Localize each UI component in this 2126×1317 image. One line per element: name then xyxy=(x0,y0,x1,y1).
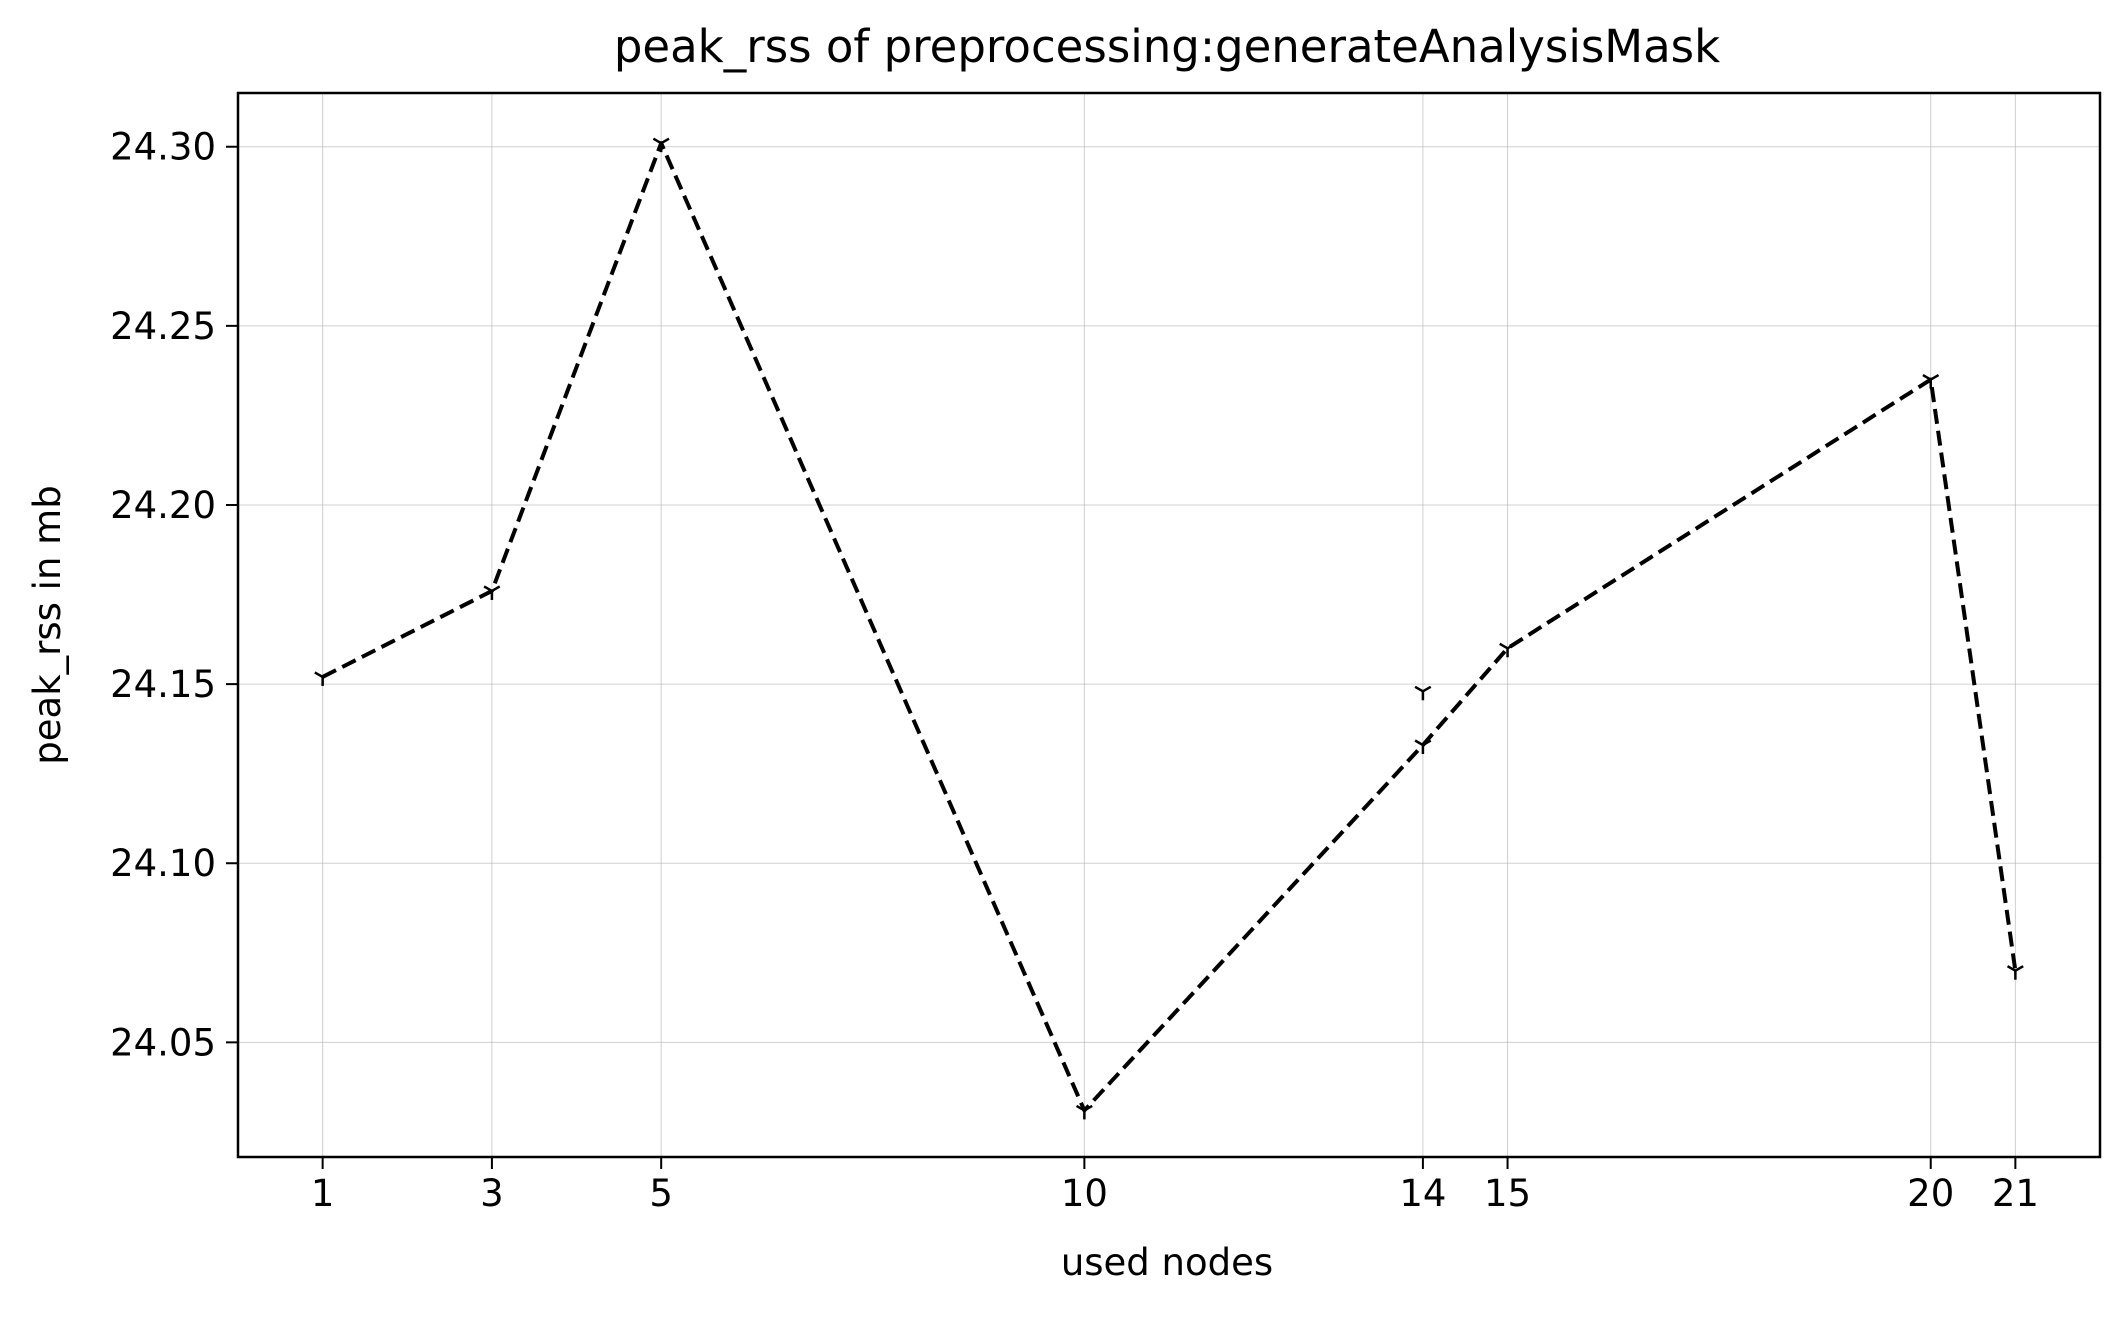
data-point xyxy=(2006,965,2024,980)
x-axis-label: used nodes xyxy=(1061,1241,1273,1284)
y-tick-label: 24.20 xyxy=(110,484,216,527)
marker-stroke xyxy=(1083,1104,1093,1112)
x-tick-label: 1 xyxy=(311,1172,335,1215)
data-point xyxy=(1922,374,1940,389)
marker-stroke xyxy=(2006,965,2016,972)
axis-ticks: 1 3 5 10 14 15 20 21 24.05 24.10 24.15 24.20 24.25 24… xyxy=(110,126,2039,1215)
marker-stroke xyxy=(1414,739,1424,747)
marker-stroke xyxy=(1075,1104,1085,1112)
y-tick-label: 24.30 xyxy=(110,126,216,169)
series xyxy=(314,137,2024,1120)
marker-stroke xyxy=(652,137,662,145)
y-tick-label: 24.25 xyxy=(110,305,216,348)
marker-stroke xyxy=(1414,685,1424,693)
data-point xyxy=(1075,1104,1093,1120)
data-point xyxy=(1499,642,1516,658)
y-axis-label: peak_rss in mb xyxy=(26,485,69,764)
marker-stroke xyxy=(322,671,332,679)
data-point xyxy=(314,671,332,686)
x-tick-label: 14 xyxy=(1399,1172,1446,1215)
marker-stroke xyxy=(1506,642,1516,650)
x-tick-label: 20 xyxy=(1907,1172,1954,1215)
marker-stroke xyxy=(1422,739,1432,747)
marker-stroke xyxy=(483,585,493,593)
x-tick-label: 10 xyxy=(1061,1172,1108,1215)
marker-stroke xyxy=(491,585,501,593)
x-tick-label: 5 xyxy=(649,1172,673,1215)
data-point xyxy=(1414,739,1432,755)
data-point-extra xyxy=(1414,685,1432,701)
series-line xyxy=(321,141,2018,1113)
x-tick-label: 21 xyxy=(1992,1172,2039,1215)
data-point xyxy=(483,585,501,600)
x-tick-label: 15 xyxy=(1484,1172,1531,1215)
x-tick-label: 3 xyxy=(480,1172,504,1215)
marker-stroke xyxy=(1922,374,1932,381)
y-tick-label: 24.15 xyxy=(110,663,216,706)
marker-stroke xyxy=(314,671,324,679)
marker-stroke xyxy=(1499,642,1509,650)
plot-frame xyxy=(236,91,2102,1159)
y-tick-label: 24.05 xyxy=(110,1021,216,1064)
marker-stroke xyxy=(1422,685,1432,693)
data-point xyxy=(652,137,670,153)
chart-title: peak_rss of preprocessing:generateAnalys… xyxy=(614,20,1720,73)
marker-stroke xyxy=(660,137,670,145)
grid xyxy=(238,93,2100,1157)
marker-stroke xyxy=(2014,965,2024,972)
marker-stroke xyxy=(1930,374,1940,381)
y-tick-label: 24.10 xyxy=(110,842,216,885)
